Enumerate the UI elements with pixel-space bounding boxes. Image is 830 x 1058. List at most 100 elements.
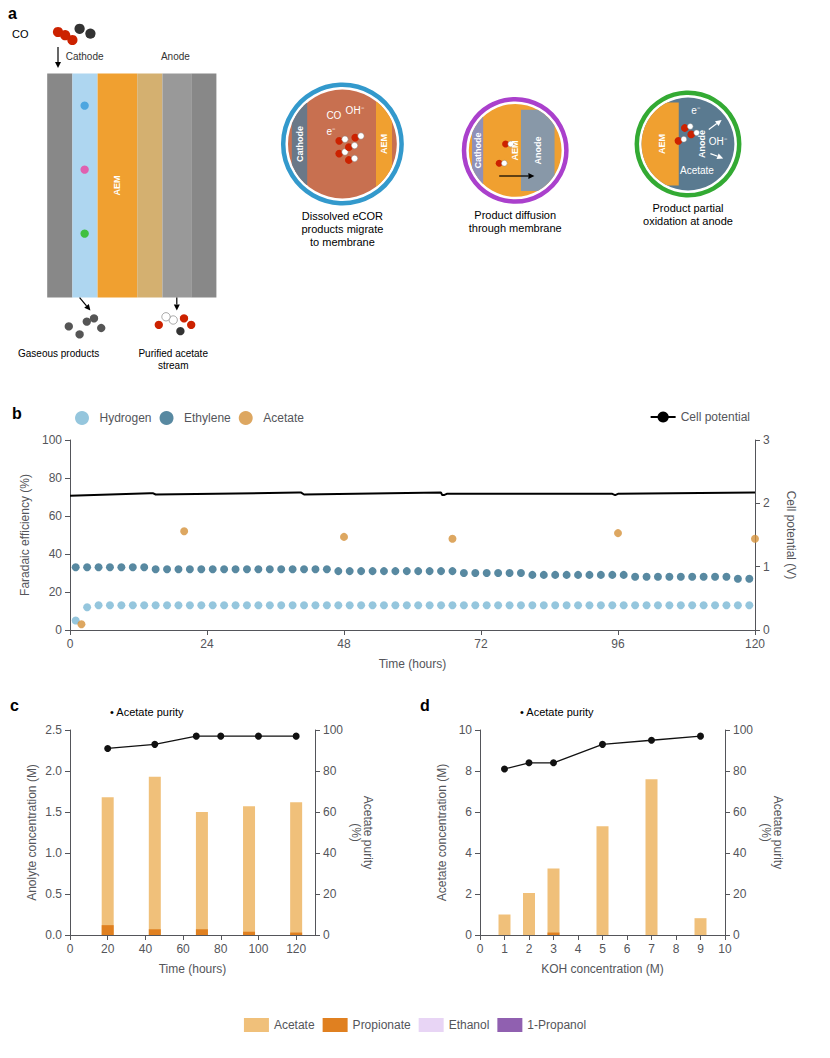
svg-text:(%): (%) xyxy=(349,823,363,842)
svg-text:KOH concentration (M): KOH concentration (M) xyxy=(541,962,664,976)
svg-text:c: c xyxy=(10,697,19,714)
svg-text:100: 100 xyxy=(733,723,753,737)
svg-text:60: 60 xyxy=(323,805,337,819)
svg-text:• Acetate purity: • Acetate purity xyxy=(110,706,184,718)
svg-text:a: a xyxy=(8,5,17,22)
svg-text:2.0: 2.0 xyxy=(45,764,62,778)
svg-text:OH⁻: OH⁻ xyxy=(346,105,365,116)
svg-text:96: 96 xyxy=(611,637,625,651)
svg-text:0: 0 xyxy=(67,942,74,956)
svg-text:Product partial: Product partial xyxy=(653,202,724,214)
svg-text:80: 80 xyxy=(214,942,228,956)
svg-text:oxidation at anode: oxidation at anode xyxy=(643,215,733,227)
svg-text:AEM: AEM xyxy=(657,134,667,154)
svg-text:CO: CO xyxy=(12,28,29,40)
svg-text:Acetate: Acetate xyxy=(680,165,714,176)
svg-text:8: 8 xyxy=(465,764,472,778)
svg-text:Cell potential: Cell potential xyxy=(681,410,750,424)
svg-text:0: 0 xyxy=(323,928,330,942)
svg-text:3: 3 xyxy=(763,433,770,447)
svg-text:e⁻: e⁻ xyxy=(691,105,701,116)
svg-text:0: 0 xyxy=(55,623,62,637)
svg-text:• Acetate purity: • Acetate purity xyxy=(520,706,594,718)
svg-text:2: 2 xyxy=(526,942,533,956)
svg-text:2: 2 xyxy=(465,887,472,901)
svg-text:through membrane: through membrane xyxy=(469,222,562,234)
svg-text:Anode: Anode xyxy=(161,51,190,62)
svg-text:80: 80 xyxy=(323,764,337,778)
svg-text:4: 4 xyxy=(465,846,472,860)
svg-text:Time (hours): Time (hours) xyxy=(159,962,227,976)
svg-text:5: 5 xyxy=(599,942,606,956)
svg-text:OH⁻: OH⁻ xyxy=(709,136,728,147)
svg-text:0.0: 0.0 xyxy=(45,928,62,942)
svg-text:Acetate: Acetate xyxy=(274,1018,315,1032)
svg-text:Acetate: Acetate xyxy=(263,411,304,425)
svg-text:Time (hours): Time (hours) xyxy=(379,657,447,671)
svg-text:6: 6 xyxy=(465,805,472,819)
svg-text:60: 60 xyxy=(733,805,747,819)
svg-text:d: d xyxy=(420,697,430,714)
svg-text:Gaseous products: Gaseous products xyxy=(18,348,99,359)
svg-text:10: 10 xyxy=(459,723,473,737)
svg-text:40: 40 xyxy=(49,547,63,561)
svg-text:Hydrogen: Hydrogen xyxy=(100,411,152,425)
svg-text:40: 40 xyxy=(139,942,153,956)
svg-text:9: 9 xyxy=(697,942,704,956)
svg-text:6: 6 xyxy=(624,942,631,956)
svg-text:10: 10 xyxy=(718,942,732,956)
svg-text:100: 100 xyxy=(248,942,268,956)
svg-text:Cathode: Cathode xyxy=(295,126,305,162)
svg-text:80: 80 xyxy=(733,764,747,778)
svg-text:AEM: AEM xyxy=(112,176,122,196)
svg-text:Cathode: Cathode xyxy=(66,51,104,62)
svg-text:products migrate: products migrate xyxy=(301,223,383,235)
svg-text:20: 20 xyxy=(101,942,115,956)
svg-text:20: 20 xyxy=(323,887,337,901)
svg-text:b: b xyxy=(12,405,22,422)
svg-text:CO: CO xyxy=(326,110,341,121)
svg-text:0: 0 xyxy=(465,928,472,942)
svg-text:40: 40 xyxy=(733,846,747,860)
svg-text:Purified acetate: Purified acetate xyxy=(138,348,208,359)
svg-text:Ethylene: Ethylene xyxy=(184,411,231,425)
svg-text:Propionate: Propionate xyxy=(353,1018,411,1032)
svg-text:1-Propanol: 1-Propanol xyxy=(527,1018,586,1032)
svg-text:60: 60 xyxy=(49,509,63,523)
svg-text:8: 8 xyxy=(673,942,680,956)
svg-text:1: 1 xyxy=(763,560,770,574)
svg-text:0: 0 xyxy=(477,942,484,956)
svg-text:0: 0 xyxy=(67,637,74,651)
svg-text:Anode: Anode xyxy=(697,130,707,158)
svg-text:1: 1 xyxy=(501,942,508,956)
svg-text:0.5: 0.5 xyxy=(45,887,62,901)
svg-text:Cathode: Cathode xyxy=(473,132,483,168)
svg-text:(%): (%) xyxy=(759,823,773,842)
svg-text:4: 4 xyxy=(575,942,582,956)
svg-text:1.5: 1.5 xyxy=(45,805,62,819)
svg-text:3: 3 xyxy=(550,942,557,956)
svg-text:Anolyte concentration (M): Anolyte concentration (M) xyxy=(25,764,39,901)
svg-text:Dissolved eCOR: Dissolved eCOR xyxy=(302,210,383,222)
svg-text:0: 0 xyxy=(733,928,740,942)
svg-text:80: 80 xyxy=(49,471,63,485)
svg-text:1.0: 1.0 xyxy=(45,846,62,860)
svg-text:60: 60 xyxy=(176,942,190,956)
svg-text:2: 2 xyxy=(763,496,770,510)
svg-text:7: 7 xyxy=(648,942,655,956)
svg-text:20: 20 xyxy=(733,887,747,901)
svg-text:48: 48 xyxy=(337,637,351,651)
svg-text:72: 72 xyxy=(474,637,488,651)
svg-text:AEM: AEM xyxy=(510,140,520,160)
svg-text:120: 120 xyxy=(286,942,306,956)
svg-text:to membrane: to membrane xyxy=(310,236,375,248)
svg-text:Product diffusion: Product diffusion xyxy=(474,209,556,221)
svg-text:120: 120 xyxy=(745,637,765,651)
svg-text:0: 0 xyxy=(763,623,770,637)
svg-text:2.5: 2.5 xyxy=(45,723,62,737)
svg-text:Faradaic efficiency (%): Faradaic efficiency (%) xyxy=(18,474,32,596)
svg-text:Ethanol: Ethanol xyxy=(449,1018,490,1032)
svg-text:stream: stream xyxy=(158,360,189,371)
svg-text:e⁻: e⁻ xyxy=(326,126,336,137)
svg-text:24: 24 xyxy=(200,637,214,651)
